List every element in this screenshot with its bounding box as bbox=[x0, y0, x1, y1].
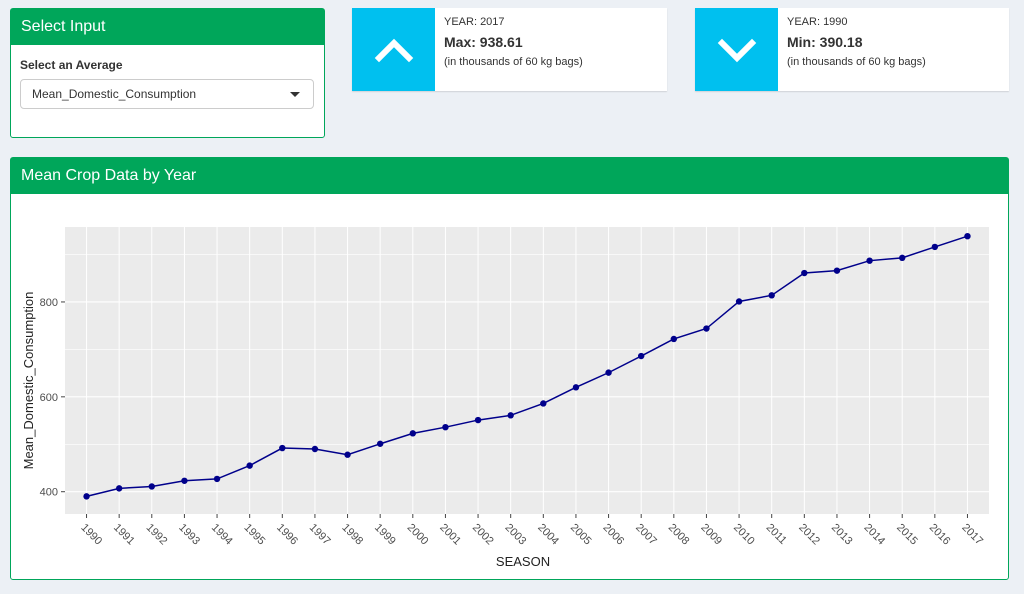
average-select-value: Mean_Domestic_Consumption bbox=[32, 87, 197, 101]
max-value-box: YEAR: 2017 Max: 938.61 (in thousands of … bbox=[352, 8, 667, 91]
data-point bbox=[768, 292, 775, 299]
x-tick-label: 2009 bbox=[698, 522, 724, 548]
x-tick-label: 1998 bbox=[339, 522, 365, 548]
data-point bbox=[866, 257, 873, 264]
data-point bbox=[572, 384, 580, 391]
data-point bbox=[115, 485, 123, 492]
line-chart[interactable]: 400 600 800 1990 1991 1992 1993 1994 1995 1996 199… bbox=[11, 158, 1008, 579]
data-point bbox=[507, 412, 514, 419]
x-tick-label: 1993 bbox=[176, 522, 202, 548]
data-point bbox=[899, 254, 906, 262]
data-point bbox=[148, 483, 155, 490]
x-tick-label: 2012 bbox=[796, 522, 822, 548]
min-subtitle: (in thousands of 60 kg bags) bbox=[787, 56, 926, 68]
plot-background bbox=[65, 227, 989, 514]
max-subtitle: (in thousands of 60 kg bags) bbox=[444, 56, 583, 68]
data-point bbox=[931, 243, 939, 251]
y-tick-label: 800 bbox=[40, 297, 58, 309]
data-point bbox=[279, 444, 286, 452]
x-tick-label: 2015 bbox=[894, 522, 920, 548]
x-tick-label: 2005 bbox=[568, 522, 594, 548]
x-tick-label: 1999 bbox=[372, 522, 398, 548]
x-axis-title: SEASON bbox=[496, 554, 550, 569]
x-tick-label: 2003 bbox=[503, 522, 529, 548]
x-tick-label: 2013 bbox=[829, 522, 855, 548]
x-tick-label: 2014 bbox=[861, 522, 887, 548]
average-select-label: Select an Average bbox=[20, 58, 123, 72]
x-tick-label: 1994 bbox=[209, 522, 235, 548]
average-select[interactable]: Mean_Domestic_Consumption bbox=[20, 79, 314, 109]
x-tick-label: 2010 bbox=[731, 522, 757, 548]
y-tick-label: 400 bbox=[40, 487, 58, 499]
data-point bbox=[801, 269, 808, 277]
select-input-title: Select Input bbox=[11, 9, 324, 45]
data-point bbox=[735, 298, 743, 305]
data-point bbox=[246, 462, 253, 469]
data-point bbox=[833, 267, 841, 274]
select-input-panel: Select Input Select an Average Mean_Dome… bbox=[10, 8, 325, 138]
min-value: Min: 390.18 bbox=[787, 34, 863, 50]
x-tick-label: 2017 bbox=[959, 522, 985, 548]
x-tick-label: 2007 bbox=[633, 522, 659, 548]
x-tick-label: 2000 bbox=[405, 522, 431, 548]
chart-panel-title: Mean Crop Data by Year bbox=[11, 158, 1008, 194]
x-tick-label: 2016 bbox=[927, 522, 953, 548]
chart-panel: Mean Crop Data by Year 400 600 800 1990 1991… bbox=[10, 157, 1009, 580]
y-tick-label: 600 bbox=[40, 392, 58, 404]
data-point bbox=[540, 400, 547, 407]
data-point bbox=[213, 475, 221, 483]
data-point bbox=[605, 369, 612, 376]
y-axis-title: Mean_Domestic_Consumption bbox=[21, 292, 36, 470]
data-point bbox=[344, 451, 351, 458]
data-point bbox=[181, 477, 188, 484]
x-tick-label: 2011 bbox=[764, 522, 789, 547]
data-point bbox=[670, 335, 678, 343]
data-point bbox=[703, 325, 710, 332]
x-tick-label: 2008 bbox=[666, 522, 692, 548]
x-tick-label: 1991 bbox=[111, 522, 137, 548]
data-point bbox=[474, 416, 482, 424]
data-point bbox=[409, 430, 417, 437]
data-point bbox=[311, 445, 319, 453]
max-value: Max: 938.61 bbox=[444, 34, 523, 50]
data-point bbox=[637, 352, 645, 360]
max-year: YEAR: 2017 bbox=[444, 16, 505, 28]
x-tick-label: 1990 bbox=[78, 522, 104, 548]
data-point bbox=[83, 493, 90, 500]
x-tick-label: 1997 bbox=[307, 522, 333, 548]
data-point bbox=[442, 423, 449, 431]
x-tick-label: 2001 bbox=[437, 522, 463, 548]
series-line bbox=[86, 235, 968, 498]
x-tick-label: 2006 bbox=[600, 522, 626, 548]
min-year: YEAR: 1990 bbox=[787, 16, 848, 28]
caret-down-icon bbox=[290, 92, 300, 97]
x-tick-label: 2004 bbox=[535, 522, 561, 548]
x-tick-label: 1992 bbox=[144, 522, 170, 548]
chevron-down-icon bbox=[695, 8, 778, 91]
min-value-box: YEAR: 1990 Min: 390.18 (in thousands of … bbox=[695, 8, 1009, 91]
x-tick-label: 2002 bbox=[470, 522, 496, 548]
chevron-up-icon bbox=[352, 8, 435, 91]
data-point bbox=[964, 232, 971, 240]
x-tick-label: 1995 bbox=[242, 522, 268, 548]
data-point bbox=[376, 440, 384, 447]
x-tick-label: 1996 bbox=[274, 522, 300, 548]
